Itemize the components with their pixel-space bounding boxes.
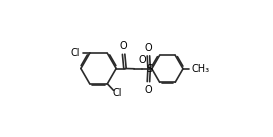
Text: CH₃: CH₃ bbox=[192, 64, 210, 74]
Text: Cl: Cl bbox=[112, 88, 122, 98]
Text: O: O bbox=[145, 43, 152, 53]
Text: O: O bbox=[138, 55, 146, 65]
Text: Cl: Cl bbox=[70, 48, 79, 58]
Text: S: S bbox=[146, 64, 152, 74]
Text: O: O bbox=[120, 41, 127, 51]
Text: O: O bbox=[145, 85, 152, 95]
